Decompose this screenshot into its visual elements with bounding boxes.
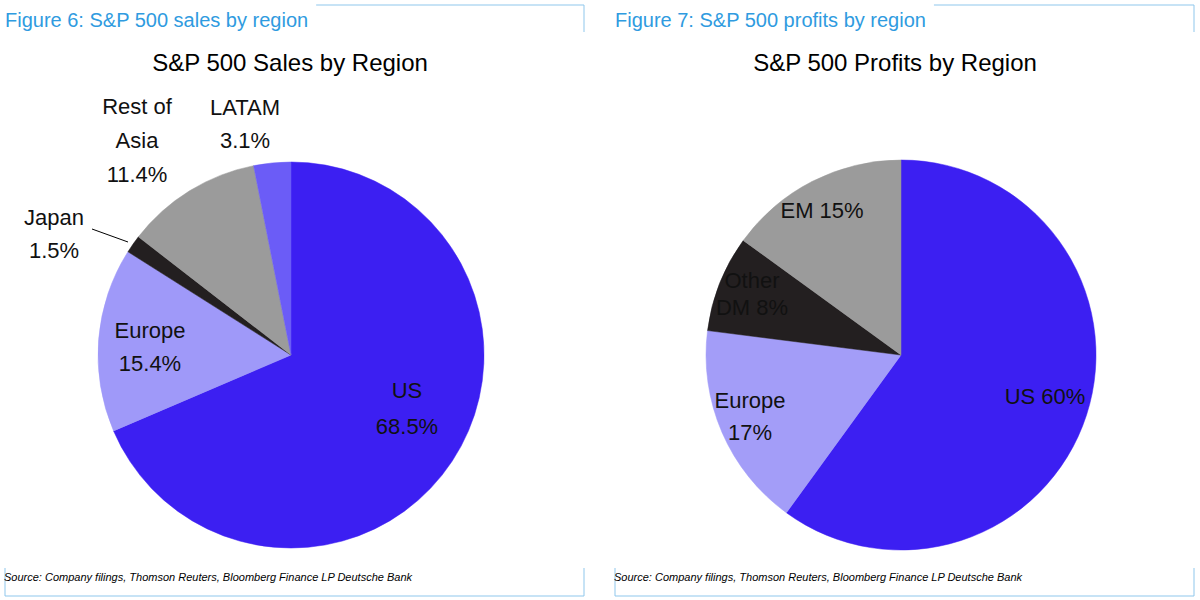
category-label: Japan [24, 205, 84, 230]
chart-panel: Figure 7: S&P 500 profits by region S&P 5… [614, 5, 1194, 596]
slice-label: Rest of Asia 11.4% [102, 94, 173, 187]
category-label: DM [716, 295, 750, 320]
chart-title: S&P 500 Sales by Region [152, 49, 428, 76]
category-label: EM [780, 198, 813, 223]
category-label: Rest of [102, 94, 173, 119]
source-note: Source: Company filings, Thomson Reuters… [614, 571, 1023, 583]
leader-line [92, 229, 128, 242]
value-label: 15% [819, 198, 863, 223]
slice-label: US 68.5% [376, 378, 438, 439]
category-label: US [392, 378, 423, 403]
slice-labels: US60% Europe 17% OtherDM8% EM15% [715, 198, 1086, 445]
slice-label: Japan 1.5% [24, 205, 84, 263]
frame-line [1194, 5, 1195, 32]
value-label: 1.5% [29, 238, 79, 263]
value-label: 15.4% [119, 351, 181, 376]
page: Figure 6: S&P 500 sales by region S&P 500… [0, 0, 1200, 600]
slice-label: US60% [1005, 384, 1086, 409]
value-label: 17% [728, 420, 772, 445]
chart-panel: Figure 6: S&P 500 sales by region S&P 500… [4, 5, 584, 596]
category-label: Asia [116, 128, 160, 153]
value-label: 68.5% [376, 414, 438, 439]
value-label: 3.1% [220, 128, 270, 153]
category-label: US [1005, 384, 1036, 409]
frame-line [1194, 568, 1195, 596]
category-label: LATAM [210, 95, 280, 120]
slice-label: OtherDM8% [716, 268, 788, 320]
category-label: Europe [715, 388, 786, 413]
pie-slice [114, 162, 484, 548]
frame-line [584, 568, 585, 596]
chart-title: S&P 500 Profits by Region [753, 49, 1037, 76]
frame-line [934, 5, 1194, 6]
pie-slice [254, 162, 291, 355]
figure-caption: Figure 6: S&P 500 sales by region [5, 9, 308, 31]
pie-slices [706, 160, 1096, 550]
source-note: Source: Company filings, Thomson Reuters… [4, 571, 413, 583]
slice-label: LATAM 3.1% [210, 95, 280, 153]
value-label: 8% [756, 295, 788, 320]
category-label: Europe [115, 318, 186, 343]
pie-slices [98, 162, 484, 548]
frame-line [316, 5, 584, 6]
value-label: 60% [1041, 384, 1085, 409]
slice-label: EM15% [780, 198, 863, 223]
frame-line [5, 596, 584, 597]
chart-canvas: Figure 6: S&P 500 sales by region S&P 500… [0, 0, 1200, 600]
slice-label: Europe 17% [715, 388, 786, 445]
slice-labels: US 68.5% Europe 15.4% Japan 1.5% Rest of Asia 11… [24, 94, 438, 439]
category-label: Other [724, 268, 779, 293]
pie-slice [743, 160, 901, 355]
pie-slice [706, 331, 901, 513]
slice-label: Europe 15.4% [115, 318, 186, 376]
value-label: 11.4% [107, 162, 168, 187]
figure-caption: Figure 7: S&P 500 profits by region [615, 9, 926, 31]
frame-line [584, 5, 585, 32]
frame-line [615, 596, 1194, 597]
